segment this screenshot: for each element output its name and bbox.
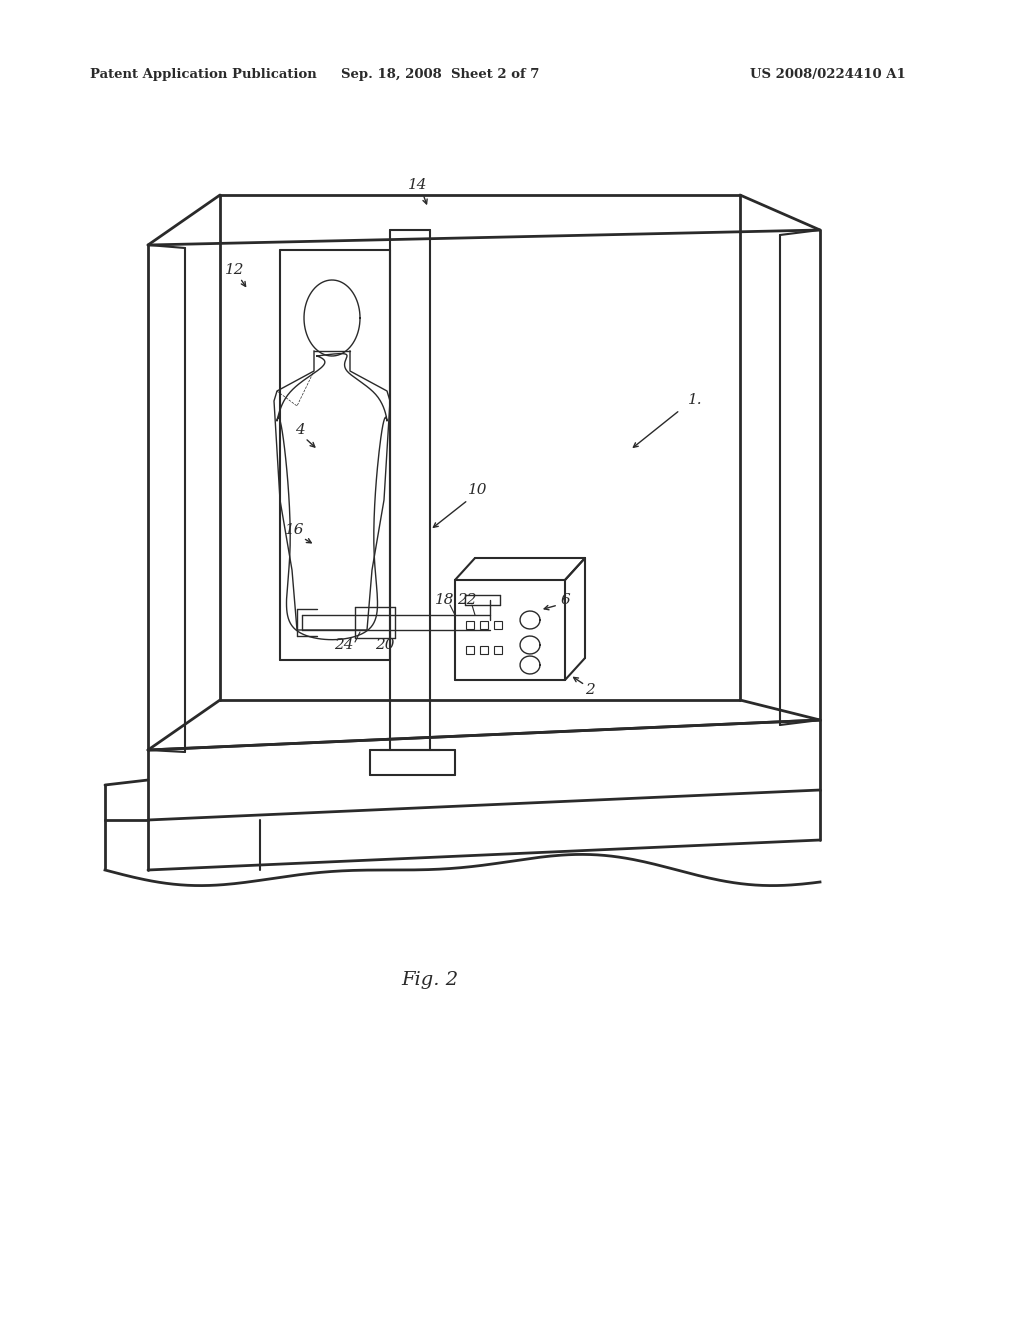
Text: US 2008/0224410 A1: US 2008/0224410 A1 <box>750 69 906 81</box>
Text: 18: 18 <box>435 593 455 607</box>
Bar <box>466 620 474 630</box>
Text: 16: 16 <box>286 523 305 537</box>
Text: Fig. 2: Fig. 2 <box>401 972 459 989</box>
Bar <box>466 645 474 653</box>
Text: Sep. 18, 2008  Sheet 2 of 7: Sep. 18, 2008 Sheet 2 of 7 <box>341 69 540 81</box>
Text: 4: 4 <box>295 422 305 437</box>
Text: 2: 2 <box>585 682 595 697</box>
Text: 6: 6 <box>560 593 570 607</box>
Text: 10: 10 <box>468 483 487 498</box>
Bar <box>480 620 488 630</box>
Bar <box>494 620 502 630</box>
Text: 24: 24 <box>334 638 353 652</box>
Text: 20: 20 <box>375 638 394 652</box>
Bar <box>480 645 488 653</box>
Text: 1.: 1. <box>688 393 702 407</box>
Text: Patent Application Publication: Patent Application Publication <box>90 69 316 81</box>
Text: 12: 12 <box>225 263 245 277</box>
Text: 14: 14 <box>409 178 428 191</box>
Text: 22: 22 <box>458 593 477 607</box>
Bar <box>494 645 502 653</box>
